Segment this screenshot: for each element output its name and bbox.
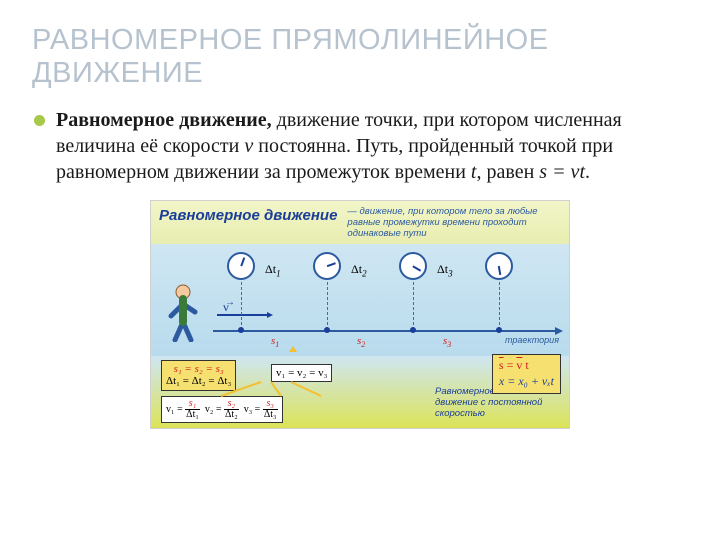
figure-bottom: s₁ = s₂ = s₃ Δt₁ = Δt₂ = Δt₃ v₁ = v₂ = v… [151, 356, 569, 428]
trajectory-label: траектория [505, 335, 559, 345]
s-label: s2 [357, 335, 365, 349]
eqn-s-vt: s = vt [539, 161, 585, 183]
body-paragraph: Равномерное движение, движение точки, пр… [32, 107, 688, 186]
figure-desc: — движение, при котором тело за любые ра… [347, 207, 561, 240]
body-dot: . [585, 161, 590, 183]
var-v: v [244, 135, 253, 157]
dash-line [499, 282, 500, 330]
clock-icon [485, 252, 513, 280]
v-vector-label: →v [223, 300, 229, 315]
figure-container: Равномерное движение — движение, при кот… [32, 200, 688, 429]
figure-main: →v Δt1 Δt2 Δt3 [151, 244, 569, 356]
dt-label: Δt2 [351, 262, 367, 278]
figure-title: Равномерное движение [159, 207, 337, 224]
lead-term: Равномерное движение, [56, 109, 272, 131]
track-dot [496, 327, 502, 333]
slide-title: РАВНОМЕРНОЕ ПРЯМОЛИНЕЙНОЕ ДВИЖЕНИЕ [32, 24, 688, 91]
dt-label: Δt1 [265, 262, 281, 278]
connector-arrows-icon [211, 380, 351, 400]
body-text-3: , равен [476, 161, 539, 183]
s-label: s1 [271, 335, 279, 349]
clock-icon [399, 252, 427, 280]
equation-box: s = v t x = x₀ + vₓt [492, 354, 561, 393]
track-dot [324, 327, 330, 333]
dash-line [327, 282, 328, 330]
dash-line [413, 282, 414, 330]
slide: РАВНОМЕРНОЕ ПРЯМОЛИНЕЙНОЕ ДВИЖЕНИЕ Равно… [0, 0, 720, 540]
s-label: s3 [443, 335, 451, 349]
figure-header: Равномерное движение — движение, при кот… [151, 201, 569, 244]
clock-icon [227, 252, 255, 280]
dash-line [241, 282, 242, 330]
figure: Равномерное движение — движение, при кот… [150, 200, 570, 429]
track-dot [410, 327, 416, 333]
v-vector-arrow [217, 314, 271, 316]
trajectory-line [213, 330, 561, 332]
track-dot [238, 327, 244, 333]
velocity-fractions-box: v₁ = s₁Δt₁ v₂ = s₂Δt₂ v₃ = s₃Δt₃ [161, 396, 283, 423]
clock-icon [313, 252, 341, 280]
person-icon [163, 282, 207, 342]
dt-label: Δt3 [437, 262, 453, 278]
